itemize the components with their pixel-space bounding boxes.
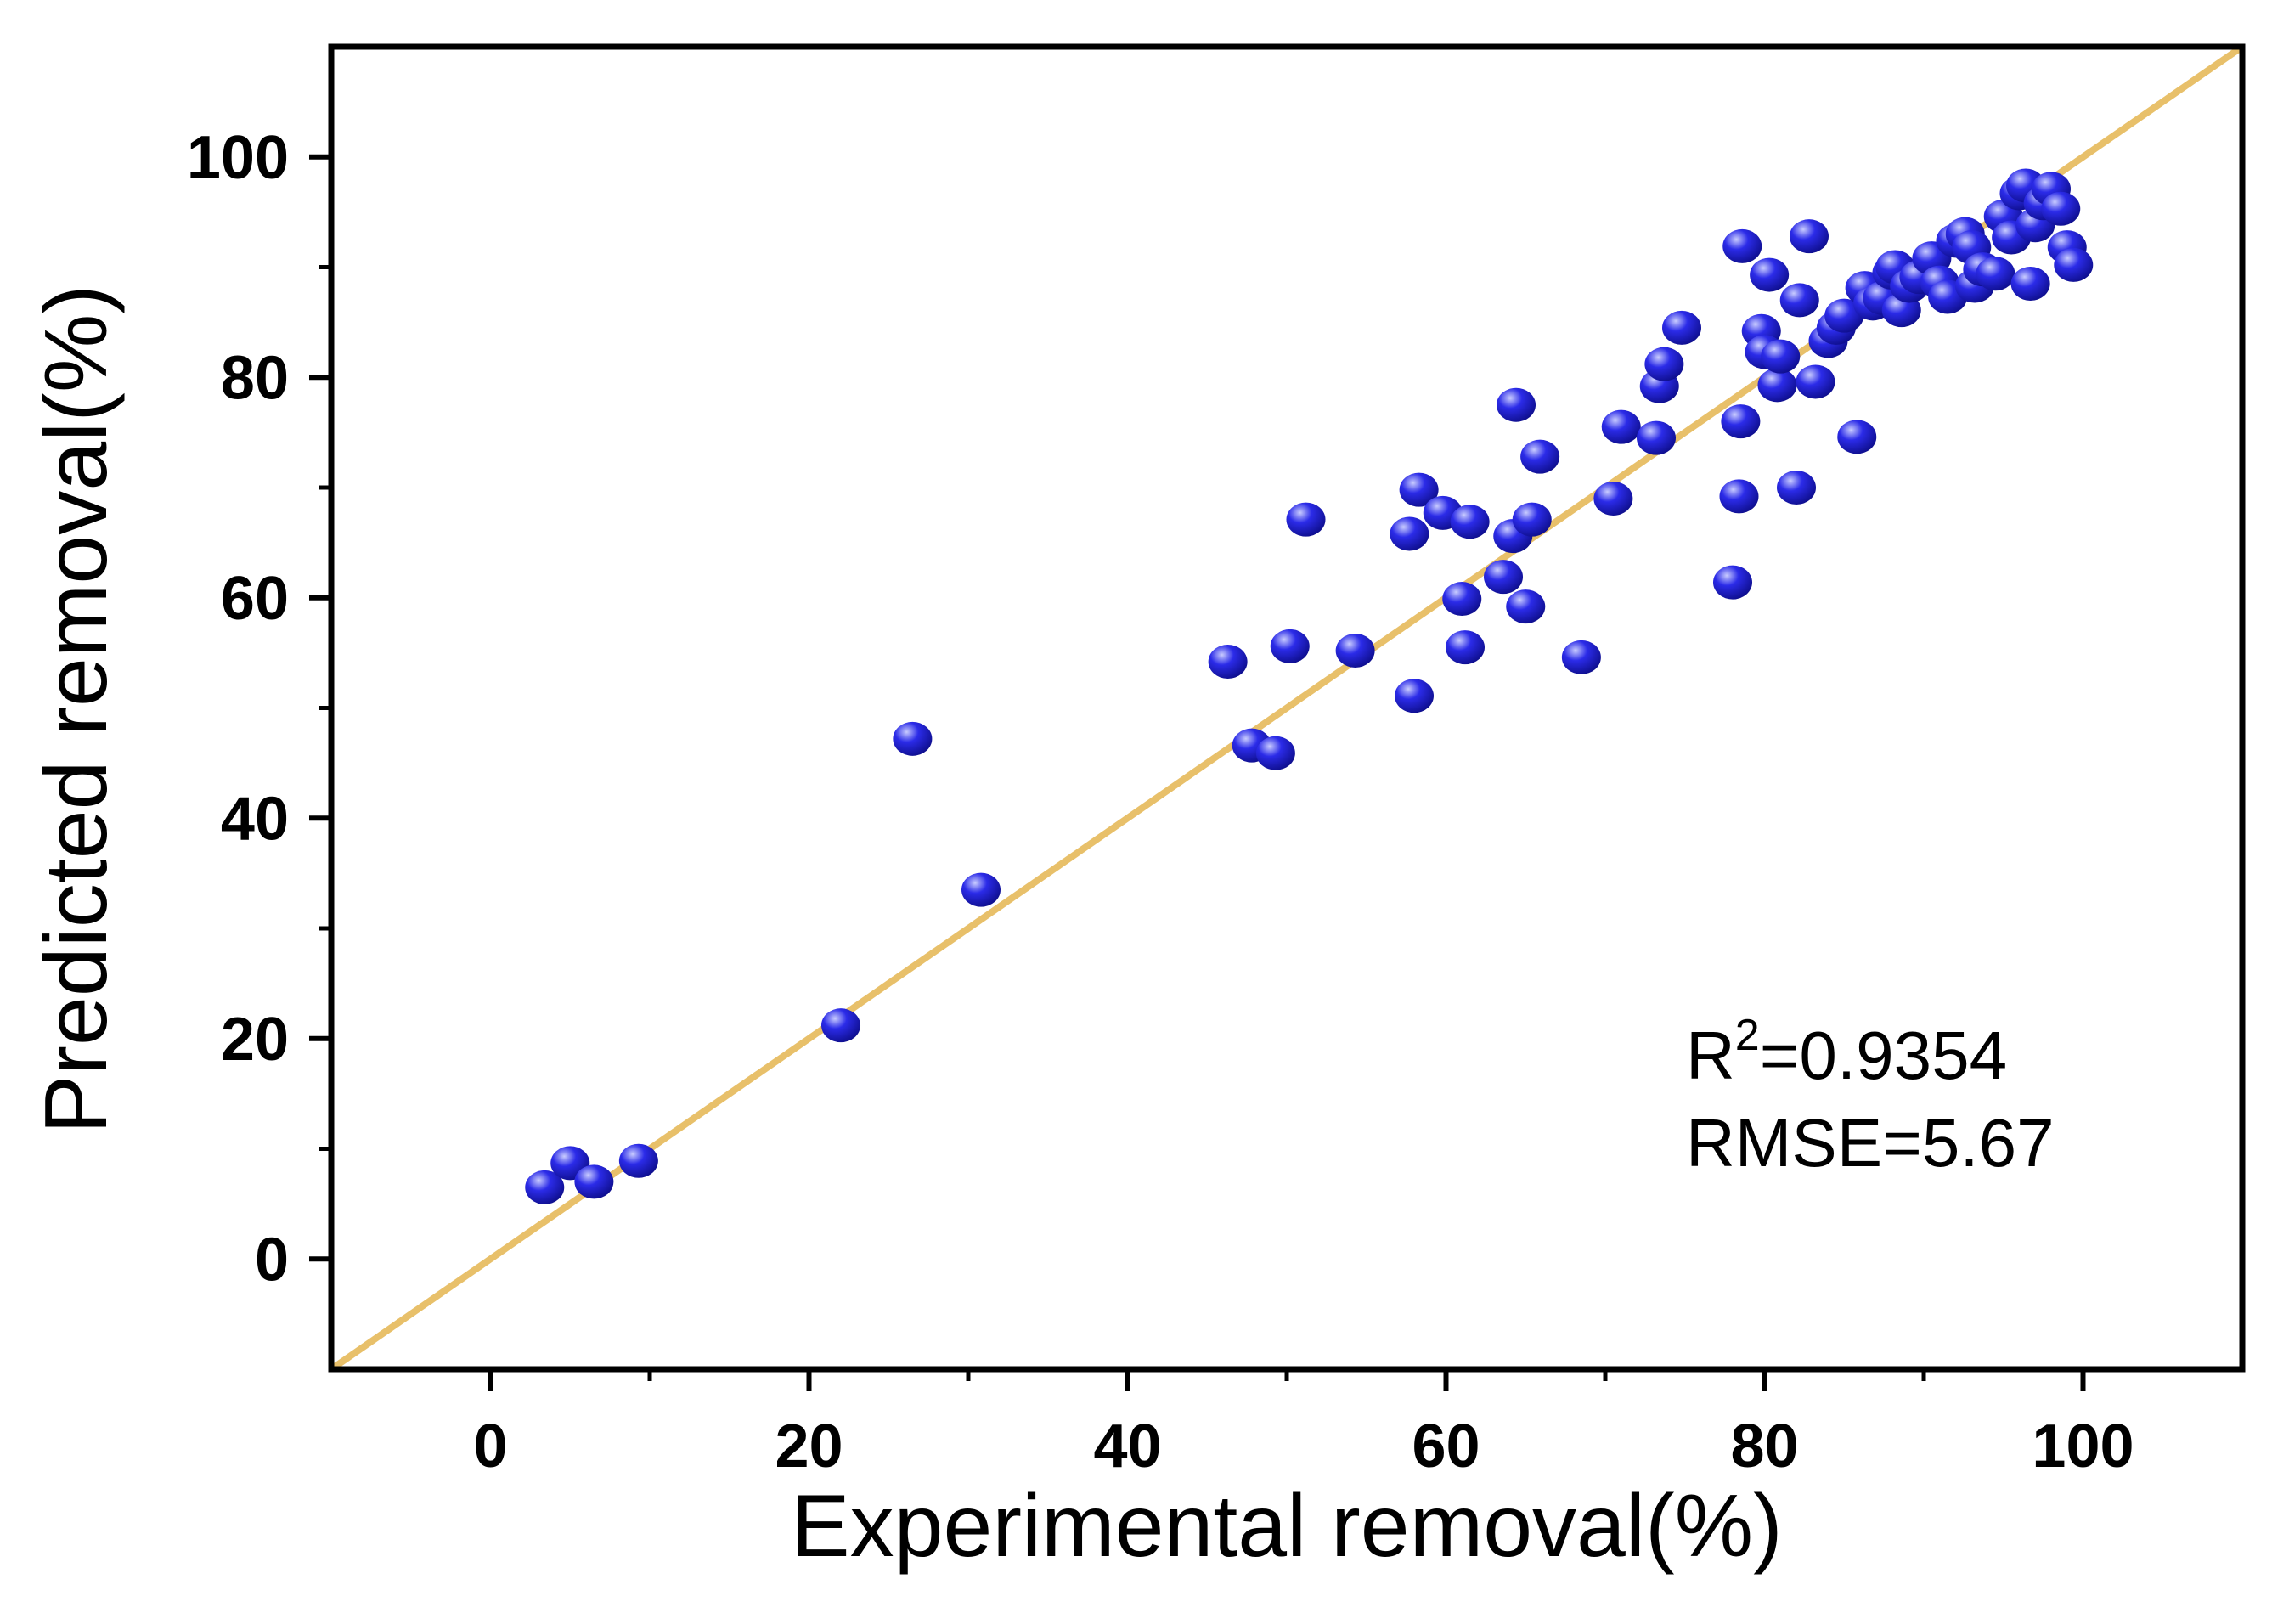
- data-point: [2041, 191, 2081, 226]
- y-axis-ticks: [309, 154, 331, 1262]
- data-point: [1779, 283, 1819, 318]
- r2-value: =0.9354: [1760, 1018, 2007, 1093]
- data-point: [1395, 679, 1434, 713]
- data-point: [1497, 387, 1536, 422]
- data-point: [1270, 629, 1310, 663]
- data-point: [1512, 502, 1552, 537]
- data-point: [1976, 257, 2015, 291]
- data-point: [1484, 560, 1523, 595]
- x-tick-label: 60: [1412, 1413, 1480, 1480]
- data-point: [1662, 310, 1701, 345]
- data-point: [2054, 247, 2094, 282]
- x-tick-label: 100: [2032, 1413, 2134, 1480]
- data-point: [1761, 339, 1801, 374]
- data-point: [1286, 502, 1326, 537]
- data-point: [1601, 409, 1641, 444]
- data-point: [525, 1170, 565, 1204]
- data-point: [618, 1143, 658, 1178]
- data-point: [1719, 479, 1759, 514]
- data-point: [1255, 736, 1295, 770]
- r2-prefix: R: [1686, 1018, 1735, 1093]
- x-tick-label: 0: [473, 1413, 507, 1480]
- data-point: [1450, 505, 1490, 539]
- x-axis-title: Experimental removal(%): [791, 1477, 1782, 1576]
- data-point: [1442, 582, 1482, 617]
- r2-annotation: R2=0.9354: [1686, 1011, 2007, 1093]
- data-point: [1750, 257, 1790, 292]
- data-point: [1721, 404, 1761, 439]
- data-point: [1593, 481, 1633, 516]
- data-point: [893, 721, 933, 756]
- y-tick-labels: 0 20 40 60 80 100: [187, 124, 289, 1294]
- data-point: [1399, 472, 1439, 507]
- x-tick-label: 40: [1093, 1413, 1161, 1480]
- data-point: [821, 1008, 860, 1043]
- x-axis-ticks: [488, 1369, 2086, 1391]
- x-tick-labels: 0 20 40 60 80 100: [473, 1413, 2134, 1480]
- data-point: [574, 1164, 614, 1199]
- y-tick-label: 20: [221, 1006, 289, 1074]
- r2-superscript: 2: [1735, 1011, 1760, 1060]
- data-point: [1713, 565, 1752, 600]
- data-point: [1446, 630, 1485, 665]
- rmse-annotation: RMSE=5.67: [1686, 1105, 2055, 1181]
- data-point: [1520, 439, 1560, 474]
- data-point: [1644, 347, 1684, 381]
- data-point: [1777, 471, 1816, 505]
- data-point: [1390, 516, 1429, 551]
- data-point: [1506, 589, 1546, 624]
- data-point: [1637, 420, 1676, 455]
- data-point: [1837, 420, 1877, 454]
- scatter-points: [525, 168, 2094, 1204]
- y-tick-label: 60: [221, 565, 289, 633]
- y-tick-label: 40: [221, 785, 289, 853]
- y-tick-label: 80: [221, 344, 289, 412]
- data-point: [1722, 228, 1762, 263]
- data-point: [2010, 266, 2050, 301]
- data-point: [1790, 219, 1829, 254]
- x-tick-label: 20: [775, 1413, 843, 1480]
- data-point: [1796, 364, 1835, 399]
- y-tick-label: 100: [187, 124, 289, 192]
- y-axis-title: Predicted removal(%): [27, 285, 126, 1134]
- x-tick-label: 80: [1730, 1413, 1798, 1480]
- y-tick-label: 0: [255, 1226, 289, 1294]
- data-point: [961, 872, 1001, 907]
- data-point: [1757, 368, 1797, 403]
- data-point: [1561, 640, 1601, 674]
- data-point: [1335, 634, 1375, 668]
- data-point: [1208, 645, 1248, 679]
